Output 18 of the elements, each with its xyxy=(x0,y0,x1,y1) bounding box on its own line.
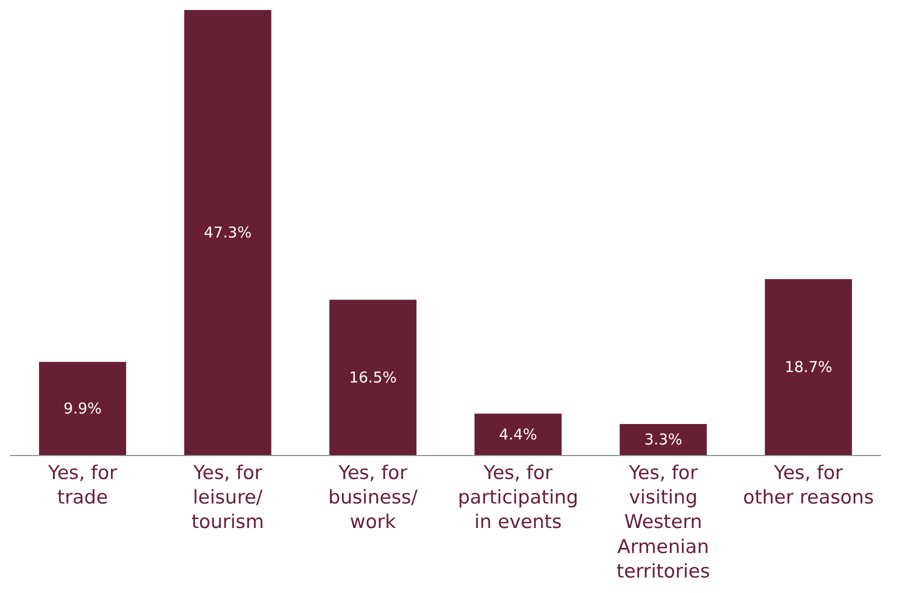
bar xyxy=(474,414,562,455)
x-tick-label: Yes, for visiting Western Armenian territories xyxy=(616,462,710,583)
x-tick-label: Yes, for leisure/ tourism xyxy=(191,462,264,534)
data-label: 9.9% xyxy=(64,399,102,418)
data-label: 18.7% xyxy=(784,358,832,376)
x-tick-label: Yes, for trade xyxy=(47,462,118,508)
bar xyxy=(329,300,416,455)
data-label: 16.5% xyxy=(349,368,397,386)
bar xyxy=(764,279,852,455)
x-tick-label: Yes, for participating in events xyxy=(458,462,578,534)
bar xyxy=(184,10,272,455)
bar xyxy=(620,424,707,455)
x-tick-label: Yes, for other reasons xyxy=(742,462,874,508)
data-label: 3.3% xyxy=(644,430,682,448)
bar xyxy=(39,362,126,455)
x-tick-label: Yes, for business/ work xyxy=(328,462,418,534)
data-label: 47.3% xyxy=(204,224,252,242)
data-label: 4.4% xyxy=(499,425,538,444)
